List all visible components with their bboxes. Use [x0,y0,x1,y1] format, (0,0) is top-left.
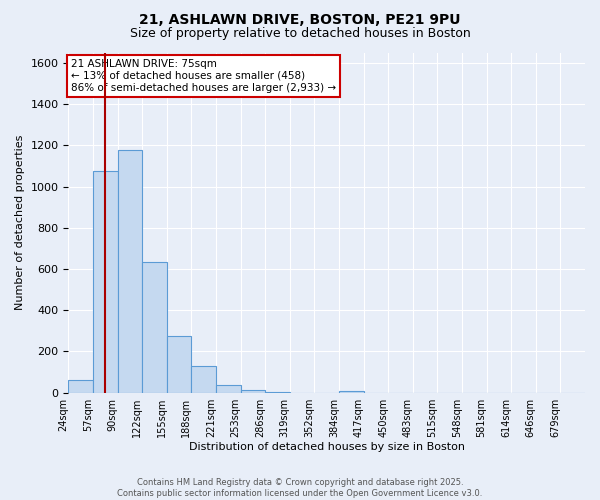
X-axis label: Distribution of detached houses by size in Boston: Distribution of detached houses by size … [189,442,465,452]
Bar [339,390,364,392]
Bar [167,336,191,392]
Text: 21 ASHLAWN DRIVE: 75sqm
← 13% of detached houses are smaller (458)
86% of semi-d: 21 ASHLAWN DRIVE: 75sqm ← 13% of detache… [71,60,336,92]
Text: 21, ASHLAWN DRIVE, BOSTON, PE21 9PU: 21, ASHLAWN DRIVE, BOSTON, PE21 9PU [139,12,461,26]
Bar [118,150,142,392]
Bar [191,366,216,392]
Bar [216,386,241,392]
Bar [93,171,118,392]
Bar [241,390,265,392]
Text: Contains HM Land Registry data © Crown copyright and database right 2025.
Contai: Contains HM Land Registry data © Crown c… [118,478,482,498]
Bar [68,380,93,392]
Bar [142,262,167,392]
Text: Size of property relative to detached houses in Boston: Size of property relative to detached ho… [130,28,470,40]
Y-axis label: Number of detached properties: Number of detached properties [15,135,25,310]
